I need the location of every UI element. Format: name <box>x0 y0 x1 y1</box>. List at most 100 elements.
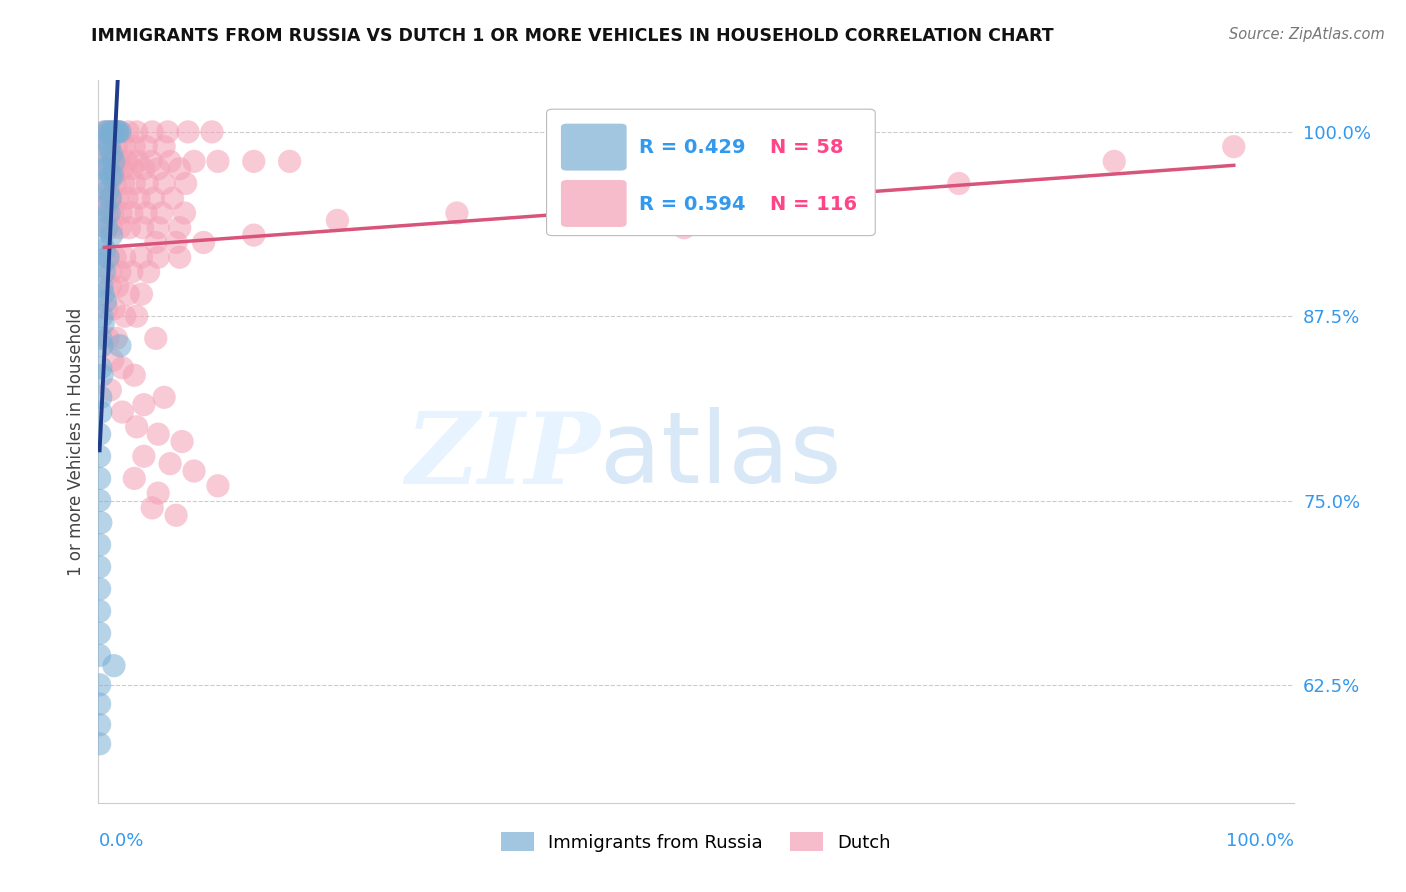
Point <box>89 471 111 485</box>
Point <box>93 191 115 205</box>
Point <box>105 139 128 153</box>
Point <box>148 250 170 264</box>
Point <box>169 161 191 176</box>
Point <box>96 301 118 316</box>
Point <box>104 177 127 191</box>
Point <box>100 154 122 169</box>
Text: R = 0.429: R = 0.429 <box>638 138 745 157</box>
Point <box>93 125 115 139</box>
Point <box>156 125 179 139</box>
Point <box>93 243 115 257</box>
Point <box>90 390 112 404</box>
Point <box>159 457 181 471</box>
Point <box>148 220 170 235</box>
Point <box>89 604 111 618</box>
Point <box>174 177 197 191</box>
Point <box>94 147 117 161</box>
Text: N = 58: N = 58 <box>770 138 844 157</box>
Point <box>90 360 112 375</box>
Point <box>94 177 117 191</box>
Point <box>98 265 122 279</box>
Point <box>89 717 111 731</box>
Point <box>111 405 134 419</box>
Point <box>132 450 155 464</box>
Point <box>326 213 349 227</box>
Point <box>150 206 173 220</box>
Point <box>91 279 114 293</box>
Point <box>96 206 118 220</box>
Point <box>124 368 146 383</box>
Point <box>114 309 136 323</box>
Point <box>124 177 146 191</box>
Point <box>98 177 121 191</box>
Point <box>89 697 111 711</box>
Point <box>115 154 138 169</box>
Text: 0.0%: 0.0% <box>98 831 143 850</box>
Point <box>121 265 143 279</box>
Point <box>141 125 163 139</box>
Point <box>145 331 167 345</box>
Point <box>165 508 187 523</box>
Point <box>125 419 148 434</box>
FancyBboxPatch shape <box>561 180 627 227</box>
Point <box>169 220 191 235</box>
Point <box>201 125 224 139</box>
Point <box>98 125 122 139</box>
Point <box>107 125 129 139</box>
Point <box>114 250 136 264</box>
Point <box>108 125 131 139</box>
Point <box>117 287 139 301</box>
Point <box>93 265 115 279</box>
Point <box>98 279 122 293</box>
Point <box>103 658 125 673</box>
Text: N = 116: N = 116 <box>770 195 858 214</box>
Point <box>121 161 143 176</box>
Point <box>673 220 696 235</box>
Point <box>101 353 124 368</box>
Point <box>91 287 114 301</box>
Point <box>91 258 114 272</box>
Point <box>107 279 129 293</box>
Point <box>173 206 195 220</box>
Point <box>153 177 176 191</box>
Point <box>105 331 128 345</box>
Point <box>98 169 122 183</box>
Point <box>100 147 122 161</box>
Point <box>115 191 138 205</box>
Point <box>93 125 115 139</box>
Point <box>107 154 129 169</box>
Point <box>89 427 111 442</box>
Point <box>121 206 143 220</box>
Point <box>98 191 122 205</box>
Point <box>89 582 111 596</box>
Point <box>104 125 127 139</box>
Point <box>96 154 118 169</box>
Point <box>136 177 159 191</box>
Legend: Immigrants from Russia, Dutch: Immigrants from Russia, Dutch <box>494 825 898 859</box>
Point <box>98 383 122 397</box>
Point <box>89 648 111 663</box>
Point <box>94 199 117 213</box>
Point <box>89 450 111 464</box>
Point <box>97 161 120 176</box>
Point <box>112 177 135 191</box>
Point <box>98 191 122 205</box>
Point <box>165 235 187 250</box>
Point <box>446 206 468 220</box>
Point <box>94 220 117 235</box>
Point <box>183 464 205 478</box>
Point <box>89 493 111 508</box>
Point <box>91 339 114 353</box>
Point <box>243 228 266 243</box>
Point <box>1223 139 1246 153</box>
Point <box>948 177 970 191</box>
Point <box>148 427 170 442</box>
Point <box>108 220 131 235</box>
Point <box>153 139 176 153</box>
Point <box>101 125 124 139</box>
Y-axis label: 1 or more Vehicles in Household: 1 or more Vehicles in Household <box>66 308 84 575</box>
Point <box>108 265 131 279</box>
Point <box>110 206 132 220</box>
Point <box>207 479 229 493</box>
Point <box>142 191 165 205</box>
